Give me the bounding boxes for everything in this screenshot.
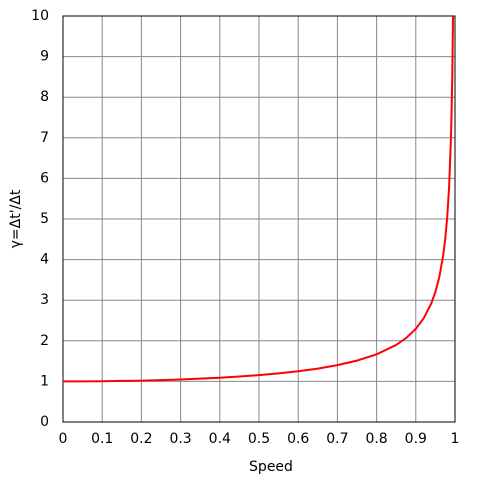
x-tick-label: 0.2 xyxy=(130,431,152,447)
y-tick-label: 2 xyxy=(40,333,49,349)
data-line xyxy=(63,16,455,383)
x-tick-label: 0.7 xyxy=(326,431,348,447)
x-tick-label: 0.4 xyxy=(209,431,231,447)
x-tick-label: 0.5 xyxy=(248,431,270,447)
plot-frame xyxy=(62,15,456,423)
y-tick-label: 4 xyxy=(40,252,49,268)
y-tick-label: 6 xyxy=(40,170,49,186)
y-tick-label: 5 xyxy=(40,211,49,227)
x-tick-label: 0.3 xyxy=(169,431,191,447)
x-tick-label: 0.8 xyxy=(365,431,387,447)
x-axis-label: Speed xyxy=(249,459,293,475)
x-tick-label: 0 xyxy=(59,431,68,447)
x-tick-label: 0.9 xyxy=(405,431,427,447)
y-tick-label: 0 xyxy=(40,414,49,430)
x-tick-label: 1 xyxy=(451,431,460,447)
y-tick-label: 1 xyxy=(40,373,49,389)
y-axis-label: γ=Δt'/Δt xyxy=(8,189,24,248)
y-tick-label: 7 xyxy=(40,130,49,146)
y-tick-label: 8 xyxy=(40,89,49,105)
y-tick-label: 10 xyxy=(31,8,49,24)
y-tick-label: 3 xyxy=(40,292,49,308)
y-tick-label: 9 xyxy=(40,49,49,65)
x-tick-label: 0.6 xyxy=(287,431,309,447)
x-tick-label: 0.1 xyxy=(91,431,113,447)
